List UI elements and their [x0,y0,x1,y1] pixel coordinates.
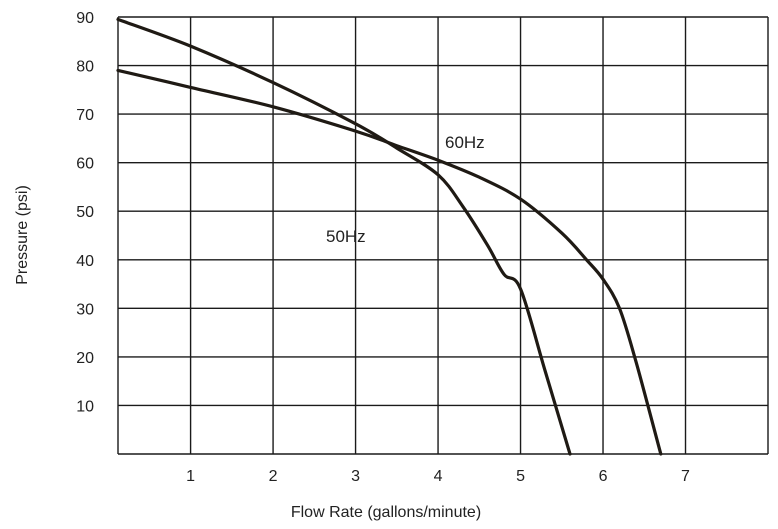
y-tick-label: 20 [76,350,94,367]
x-tick-label: 7 [681,468,690,485]
series-line-50hz [116,17,572,456]
tick-labels: 1 2 3 4 5 6 7 10 20 30 40 50 60 70 80 90 [76,10,690,485]
annotation-60hz: 60Hz [445,133,485,152]
x-tick-label: 3 [351,468,360,485]
x-tick-label: 5 [516,468,525,485]
y-tick-label: 80 [76,59,94,76]
y-tick-label: 60 [76,156,94,173]
y-tick-label: 10 [76,398,94,415]
y-tick-label: 70 [76,107,94,124]
curves [116,17,663,456]
y-tick-label: 90 [76,10,94,27]
series-line-60hz [116,68,663,456]
x-tick-label: 1 [186,468,195,485]
annotation-50hz: 50Hz [326,227,366,246]
y-tick-label: 40 [76,253,94,270]
x-tick-label: 4 [434,468,443,485]
grid [117,16,769,455]
y-tick-label: 50 [76,204,94,221]
y-tick-label: 30 [76,301,94,318]
x-tick-label: 2 [269,468,278,485]
y-axis-label: Pressure (psi) [14,185,31,285]
x-tick-label: 6 [599,468,608,485]
x-axis-label: Flow Rate (gallons/minute) [291,504,481,521]
